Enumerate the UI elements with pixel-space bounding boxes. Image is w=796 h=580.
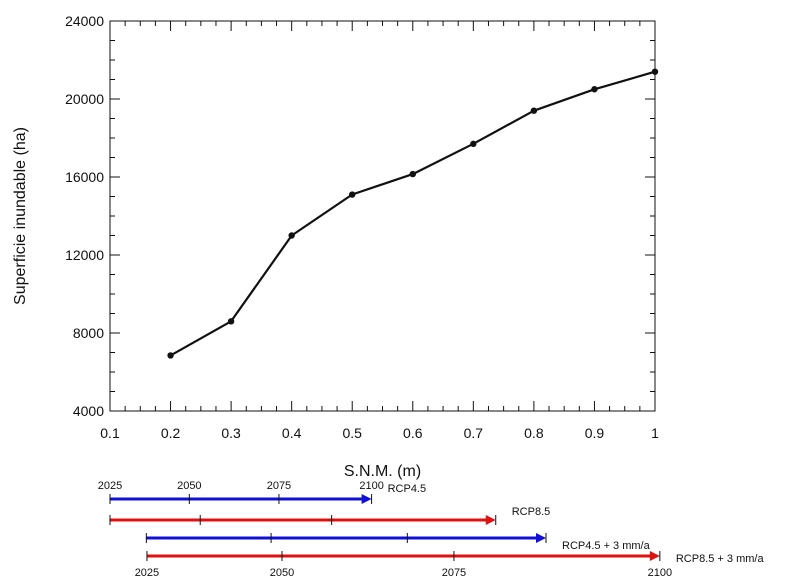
year-label: 2050: [177, 480, 201, 492]
year-label: 2025: [135, 567, 159, 579]
x-tick-label: 0.3: [221, 425, 241, 441]
y-tick-label: 12000: [65, 247, 104, 263]
data-point: [288, 232, 294, 238]
year-label: 2050: [270, 567, 294, 579]
x-tick-label: 0.6: [403, 425, 423, 441]
y-tick-label: 24000: [65, 13, 104, 29]
data-point: [410, 171, 416, 177]
scenario-timelines: RCP4.5 RCP8.5 RCP4.5 + 3 mm/a RCP8.5 + 3 mm…: [98, 480, 765, 579]
y-tick-label: 16000: [65, 169, 104, 185]
series-layer: [167, 69, 658, 359]
scenario-label: RCP8.5 + 3 mm/a: [676, 553, 765, 565]
data-point: [652, 69, 658, 75]
x-tick-label: 0.2: [161, 425, 181, 441]
minor-ticks: [110, 21, 655, 411]
x-tick-label: 0.1: [100, 425, 120, 441]
x-tick-label: 0.4: [282, 425, 302, 441]
data-point: [228, 318, 234, 324]
y-tick-label: 8000: [73, 325, 104, 341]
scenario-label: RCP8.5: [512, 506, 551, 518]
y-axis-title: Superficie inundable (ha): [12, 127, 29, 305]
timeline-arrowhead: [486, 515, 496, 525]
data-point: [470, 141, 476, 147]
data-point: [167, 352, 173, 358]
data-point: [531, 108, 537, 114]
x-tick-label: 1: [651, 425, 659, 441]
scenario-label: RCP4.5: [388, 483, 427, 495]
y-tick-labels: 4000 8000 12000 16000 20000 24000: [65, 13, 104, 419]
x-tick-label: 0.5: [342, 425, 362, 441]
timeline-arrowhead: [650, 551, 660, 561]
plot-frame: [110, 21, 655, 411]
data-point: [349, 191, 355, 197]
series-line: [171, 72, 655, 356]
x-axis-title: S.N.M. (m): [344, 463, 421, 480]
timeline-arrowhead: [536, 533, 546, 543]
year-label: 2075: [267, 480, 291, 492]
x-tick-labels: 0.1 0.2 0.3 0.4 0.5 0.6 0.7 0.8 0.9 1: [100, 425, 659, 441]
year-label: 2100: [359, 480, 383, 492]
year-label: 2075: [442, 567, 466, 579]
year-label: 2100: [648, 567, 672, 579]
major-ticks: [110, 21, 655, 411]
x-tick-label: 0.7: [464, 425, 484, 441]
x-tick-label: 0.9: [585, 425, 605, 441]
timeline-arrowhead: [362, 494, 372, 504]
y-tick-label: 4000: [73, 403, 104, 419]
scenario-label: RCP4.5 + 3 mm/a: [562, 540, 651, 552]
data-point: [591, 86, 597, 92]
y-tick-label: 20000: [65, 91, 104, 107]
year-label: 2025: [98, 480, 122, 492]
x-tick-label: 0.8: [524, 425, 544, 441]
